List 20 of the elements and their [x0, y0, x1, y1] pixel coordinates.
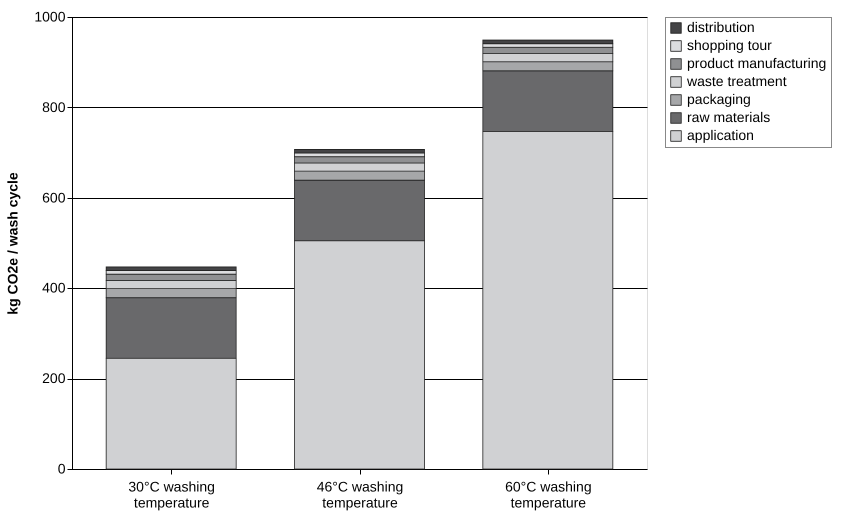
bar — [294, 149, 425, 154]
y-tick-label: 0 — [58, 460, 66, 476]
bar — [482, 40, 614, 44]
bar — [106, 266, 237, 271]
legend-label: product manufacturing — [687, 55, 826, 71]
y-tick-label: 200 — [42, 370, 66, 386]
x-tick-label: 46°C washing temperature — [316, 478, 404, 510]
x-tick-label: 30°C washing temperature — [128, 478, 215, 510]
y-axis-title: kg CO2e / wash cycle — [4, 172, 20, 315]
y-tick-label: 600 — [42, 189, 66, 206]
y-tick-label: 1000 — [34, 8, 66, 24]
legend-label: packaging — [687, 91, 751, 107]
legend-label: distribution — [687, 19, 755, 35]
legend-label: waste treatment — [686, 73, 787, 89]
y-tick-label: 400 — [42, 280, 66, 296]
x-tick-label: 60°C washing temperature — [505, 478, 592, 510]
legend-label: shopping tour — [687, 37, 772, 53]
legend-label: raw materials — [687, 109, 770, 125]
legend-label: application — [687, 127, 754, 143]
y-tick-label: 800 — [42, 98, 66, 115]
